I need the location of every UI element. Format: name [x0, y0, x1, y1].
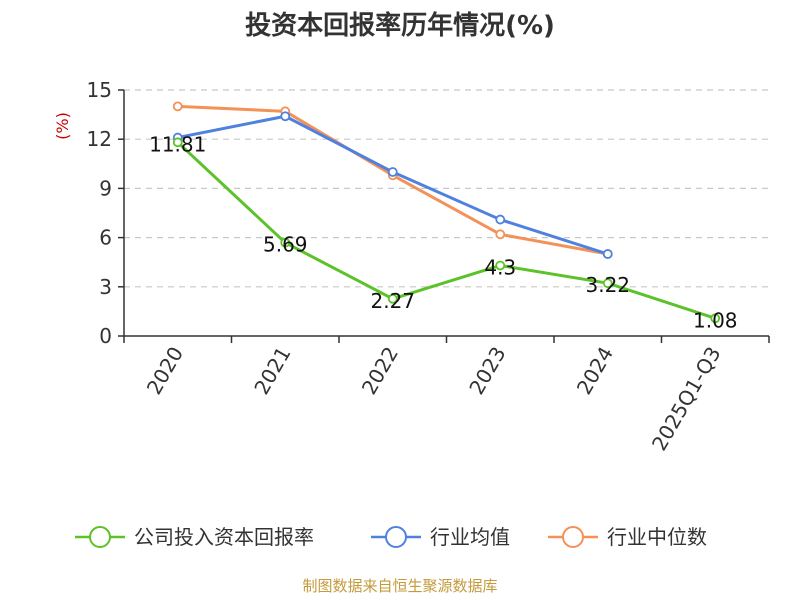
legend-label-2: 行业中位数	[607, 525, 707, 549]
y-tick-label-1: 3	[99, 275, 112, 299]
series-0-point-5	[710, 313, 721, 324]
data-labels: 11.81 5.69 2.27 4.3 3.22 1.08	[149, 132, 737, 332]
legend-marker-1	[385, 526, 407, 548]
legend-label-1: 行业均值	[430, 525, 510, 549]
series-group	[172, 101, 721, 324]
data-label-5: 1.08	[693, 308, 738, 332]
legend[interactable]: 公司投入资本回报率 行业均值 行业中位数	[75, 525, 707, 549]
series-0-point-2	[387, 293, 398, 304]
data-label-3: 4.3	[484, 255, 516, 279]
legend-item-2[interactable]: 行业中位数	[548, 525, 707, 549]
y-tick-label-0: 0	[99, 324, 112, 348]
series-1-point-3	[495, 214, 506, 225]
legend-marker-0	[89, 526, 111, 548]
data-label-2: 2.27	[370, 289, 415, 313]
y-tick-label-3: 9	[99, 176, 112, 200]
series-1-point-4	[602, 249, 613, 259]
legend-item-1[interactable]: 行业均值	[371, 525, 510, 549]
x-tick-label-2020: 2020	[142, 343, 188, 399]
x-tick-label-2021: 2021	[249, 343, 295, 399]
y-tick-label-4: 12	[87, 127, 112, 151]
series-0-point-1	[280, 237, 291, 248]
data-label-4: 3.22	[585, 273, 630, 297]
series-2-point-3	[495, 229, 506, 240]
legend-marker-2	[562, 526, 584, 548]
series-line-0	[176, 141, 716, 320]
x-tick-label-2022: 2022	[357, 343, 403, 399]
series-0-point-3	[495, 260, 506, 271]
x-tick-label-2024: 2024	[572, 343, 618, 399]
series-1-point-1	[280, 111, 291, 122]
series-1-point-2	[387, 167, 398, 177]
chart-title: 投资本回报率历年情况(%)	[245, 10, 555, 41]
y-axis-unit: (%)	[53, 112, 72, 140]
series-0-point-0	[172, 137, 183, 148]
legend-item-0[interactable]: 公司投入资本回报率	[75, 525, 314, 549]
y-tick-label-5: 15	[87, 78, 112, 102]
series-line-1	[177, 114, 609, 256]
y-tick-label-2: 6	[99, 226, 112, 250]
series-2-point-0	[172, 101, 183, 112]
series-0-point-4	[602, 278, 613, 289]
legend-label-0: 公司投入资本回报率	[134, 525, 314, 549]
x-tick-label-2025Q1-Q3: 2025Q1-Q3	[647, 343, 726, 455]
data-label-0: 11.81	[149, 132, 206, 156]
source-note: 制图数据来自恒生聚源数据库	[302, 577, 497, 595]
grid-lines	[124, 89, 769, 288]
x-tick-label-2023: 2023	[464, 343, 510, 399]
data-label-1: 5.69	[263, 233, 308, 257]
